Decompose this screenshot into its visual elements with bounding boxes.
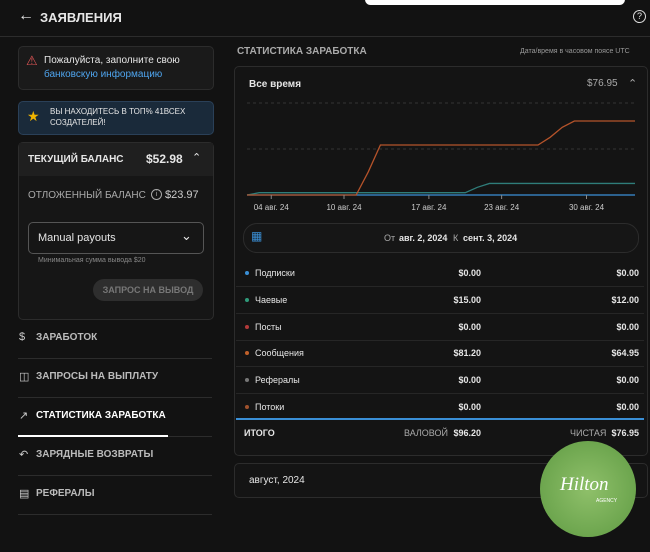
row-name: Сообщения [255,348,304,359]
pending-label: ОТЛОЖЕННЫЙ БАЛАНС [28,190,146,201]
gross-total: $96.20 [453,428,481,438]
date-range[interactable] [243,223,639,253]
to-date: сент. 3, 2024 [463,233,518,243]
divider [236,393,644,395]
x-tick-label: 04 авг. 24 [254,203,290,212]
row-net: $0.00 [616,268,639,278]
legend-dot [245,271,249,275]
card-title: Все время [249,79,302,90]
row-net: $0.00 [616,321,639,332]
x-tick-label: 17 авг. 24 [411,203,447,212]
total-divider [236,418,644,420]
nav-item[interactable]: ЗАРЯДНЫЕ ВОЗВРАТЫ [36,449,154,460]
stats-card [234,66,648,456]
back-arrow[interactable]: ← [18,7,34,24]
info-icon[interactable]: i [151,189,162,200]
rank-text: ВЫ НАХОДИТЕСЬ В ТОП% 41ВСЕХ СОЗДАТЕЛЕЙ! [50,107,186,127]
alert-icon: ⚠ [26,53,38,68]
collapse-icon[interactable]: ⌃ [628,78,638,90]
row-net: $0.00 [616,375,639,386]
nav-item[interactable]: ЗАРАБОТОК [36,332,98,343]
net-total: $76.95 [611,428,639,438]
series-line [247,120,635,196]
alert-box [18,46,214,90]
legend-dot [245,324,249,329]
watermark [540,441,636,537]
row-name: Потоки [255,402,285,412]
month-label: август, 2024 [249,475,305,486]
series-line [246,182,635,196]
legend-dot [245,378,249,383]
payout-select[interactable] [28,222,204,254]
row-name: Чаевые [255,294,288,305]
from-label: От [384,233,396,243]
divider [18,475,212,476]
collapse-icon[interactable]: ⌃ [192,152,202,164]
to-label: К [453,233,459,243]
card-total: $76.95 [587,78,618,89]
nav-item[interactable]: РЕФЕРАЛЫ [36,488,95,499]
divider [18,358,212,359]
timezone-note: Дата/время в часовом поясе UTC [520,48,630,55]
balance-value: $52.98 [146,152,183,166]
row-gross: $0.00 [458,268,481,278]
nav-icon: ↗ [19,410,29,422]
search-bar[interactable] [365,0,625,5]
divider [18,514,212,515]
divider [236,366,644,368]
divider [236,312,644,314]
x-tick-label: 30 авг. 24 [569,203,605,212]
active-underline [18,435,168,437]
nav-icon: ◫ [19,371,30,383]
row-gross: $15.00 [453,294,481,305]
select-arrow: ⌄ [181,228,192,243]
row-name: Подписки [255,268,295,278]
gross-label: ВАЛОВОЙ [404,428,448,438]
section-title: СТАТИСТИКА ЗАРАБОТКА [237,46,367,57]
balance-label: ТЕКУЩИЙ БАЛАНС [28,154,124,165]
row-net: $12.00 [611,294,639,305]
row-gross: $0.00 [458,402,481,412]
nav-item[interactable]: СТАТИСТИКА ЗАРАБОТКА [36,410,166,421]
net-label: ЧИСТАЯ [570,428,607,438]
row-name: Посты [255,321,282,332]
balance-header [19,143,213,176]
pending-value: $23.97 [165,189,199,201]
row-gross: $0.00 [458,375,481,386]
row-name: Рефералы [255,375,300,386]
help-icon[interactable]: ? [633,10,646,23]
rank-box [18,101,214,135]
watermark-name: Hilton [560,474,609,495]
divider [236,286,644,287]
row-gross: $0.00 [458,321,481,332]
nav-icon: ▤ [19,488,30,500]
nav-item[interactable]: ЗАПРОСЫ НА ВЫПЛАТУ [36,371,159,382]
legend-dot [245,405,249,409]
min-note: Минимальная сумма вывода $20 [38,257,146,264]
legend-dot [245,297,249,302]
page-title: ЗАЯВЛЕНИЯ [40,10,122,25]
divider [236,339,644,341]
x-tick-label: 10 авг. 24 [326,203,362,212]
nav-icon: ↶ [19,449,29,461]
legend-dot [245,351,249,356]
row-gross: $81.20 [453,348,481,359]
watermark-sub: AGENCY [596,498,618,504]
row-net: $0.00 [616,402,639,412]
row-net: $64.95 [611,348,639,359]
total-label: ИТОГО [244,428,275,438]
divider [18,397,212,398]
calendar-icon: ▦ [251,229,263,243]
chart: 04 авг. 24 10 авг. 24 17 авг. 24 23 авг. 24… [246,102,635,212]
from-date: авг. 2, 2024 [399,233,448,243]
alert-text: Пожалуйста, заполните свою [44,55,180,66]
select-value: Manual payouts [38,232,116,244]
withdraw-button[interactable]: ЗАПРОС НА ВЫВОД [93,279,203,301]
star-icon: ★ [27,108,40,124]
x-tick-label: 23 авг. 24 [484,203,520,212]
divider [0,36,650,37]
alert-link[interactable]: банковскую информацию [44,69,163,80]
nav-icon: $ [19,331,26,343]
